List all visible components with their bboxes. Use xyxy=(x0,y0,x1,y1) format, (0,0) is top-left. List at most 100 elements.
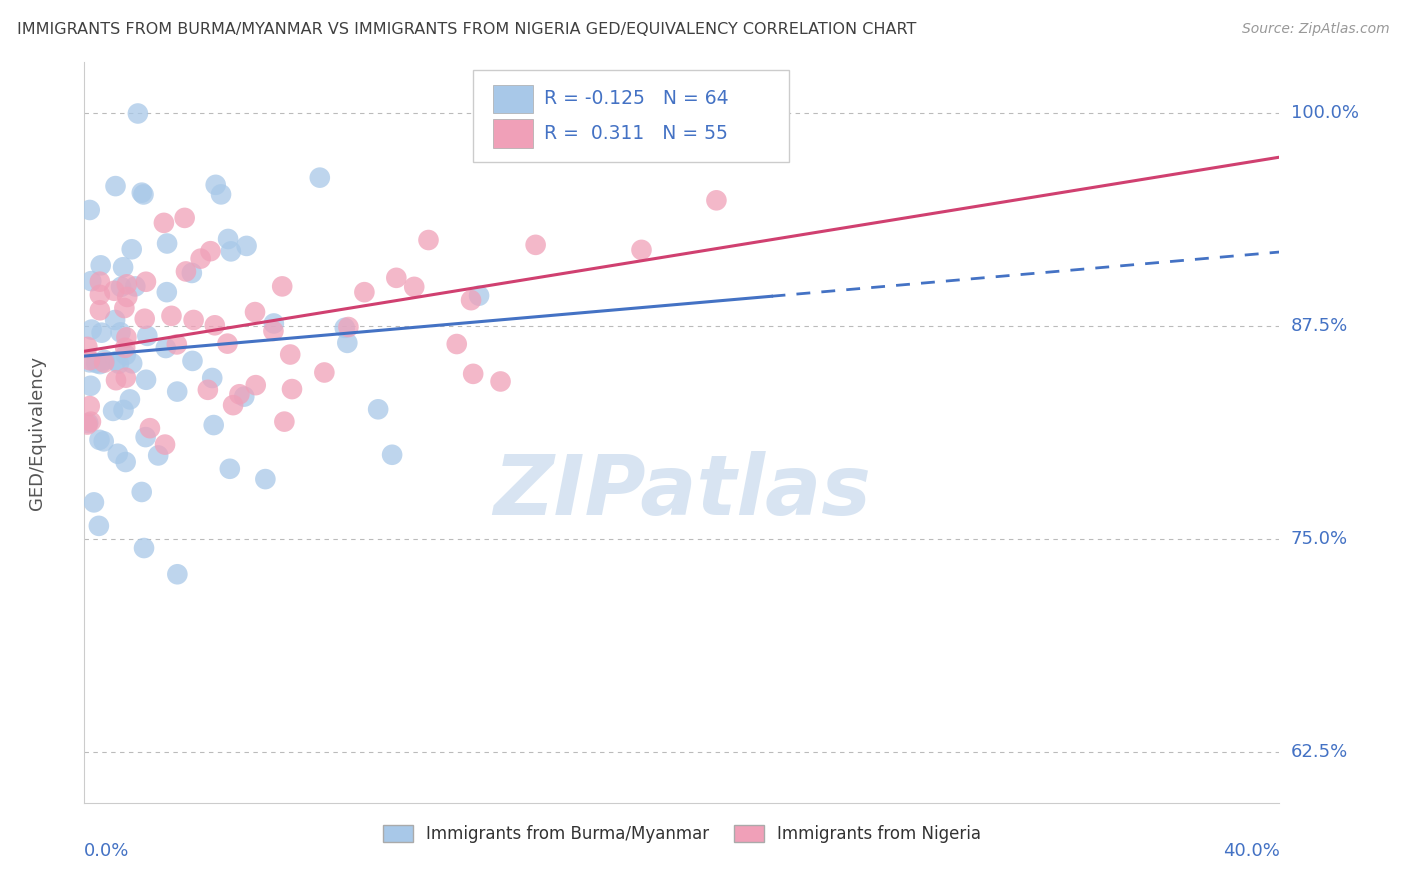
Point xyxy=(104,179,127,194)
Text: 100.0%: 100.0% xyxy=(1291,104,1358,122)
Point xyxy=(79,202,101,217)
Point xyxy=(103,284,125,298)
Point xyxy=(333,321,356,335)
Point xyxy=(114,348,136,362)
Point xyxy=(174,264,197,278)
Point xyxy=(79,399,101,413)
Point xyxy=(381,448,404,462)
Text: 87.5%: 87.5% xyxy=(1291,318,1348,335)
Point xyxy=(235,239,257,253)
Point xyxy=(209,187,232,202)
Point xyxy=(79,355,101,369)
Point xyxy=(337,320,360,334)
Text: 40.0%: 40.0% xyxy=(1223,842,1279,860)
Point xyxy=(468,288,491,302)
Point xyxy=(135,275,157,289)
Point xyxy=(153,437,176,451)
Point xyxy=(353,285,375,300)
Point xyxy=(217,336,239,351)
Point xyxy=(115,330,138,344)
Point xyxy=(93,434,115,449)
Point xyxy=(271,279,294,293)
Point xyxy=(233,390,256,404)
Point xyxy=(228,387,250,401)
Point xyxy=(156,285,179,300)
Point xyxy=(79,353,101,368)
Point xyxy=(89,288,111,302)
Point xyxy=(630,243,652,257)
Point xyxy=(80,322,103,336)
Point xyxy=(180,266,202,280)
Point xyxy=(524,237,547,252)
Point xyxy=(89,275,111,289)
Point xyxy=(446,337,468,351)
Point xyxy=(114,455,136,469)
Point xyxy=(79,378,101,392)
Point xyxy=(76,340,98,354)
Point xyxy=(489,375,512,389)
Point xyxy=(197,383,219,397)
Point xyxy=(76,417,98,432)
Point xyxy=(132,187,155,202)
Point xyxy=(89,433,111,447)
Point xyxy=(166,384,188,399)
Point xyxy=(89,303,111,318)
Point xyxy=(107,447,129,461)
Point xyxy=(190,252,212,266)
Point xyxy=(108,357,131,371)
Point xyxy=(218,462,240,476)
Point xyxy=(77,416,100,430)
Point xyxy=(80,415,103,429)
Point xyxy=(166,337,188,351)
Point xyxy=(200,244,222,259)
Point xyxy=(273,415,295,429)
Text: GED/Equivalency: GED/Equivalency xyxy=(28,356,45,509)
Point xyxy=(156,236,179,251)
Point xyxy=(153,216,176,230)
Text: 62.5%: 62.5% xyxy=(1291,743,1348,761)
Point xyxy=(124,279,146,293)
Point xyxy=(90,258,112,272)
FancyBboxPatch shape xyxy=(494,85,533,112)
Point xyxy=(83,495,105,509)
Point xyxy=(104,313,127,327)
Point xyxy=(202,418,225,433)
Point xyxy=(219,244,242,259)
Point xyxy=(118,392,141,407)
Point xyxy=(110,326,132,340)
Point xyxy=(463,367,485,381)
Point xyxy=(204,178,226,192)
Point xyxy=(105,373,128,387)
Text: Source: ZipAtlas.com: Source: ZipAtlas.com xyxy=(1241,22,1389,37)
Text: IMMIGRANTS FROM BURMA/MYANMAR VS IMMIGRANTS FROM NIGERIA GED/EQUIVALENCY CORRELA: IMMIGRANTS FROM BURMA/MYANMAR VS IMMIGRA… xyxy=(17,22,917,37)
Point xyxy=(336,335,359,350)
FancyBboxPatch shape xyxy=(494,120,533,147)
Point xyxy=(222,398,245,412)
Point xyxy=(87,519,110,533)
Point xyxy=(112,403,135,417)
Point xyxy=(404,280,426,294)
Point xyxy=(706,194,728,208)
Point xyxy=(160,309,183,323)
Point xyxy=(166,567,188,582)
Point xyxy=(110,280,132,294)
Point xyxy=(204,318,226,333)
Point xyxy=(148,449,170,463)
Point xyxy=(121,356,143,370)
Point xyxy=(367,402,389,417)
Text: 75.0%: 75.0% xyxy=(1291,530,1348,548)
Legend: Immigrants from Burma/Myanmar, Immigrants from Nigeria: Immigrants from Burma/Myanmar, Immigrant… xyxy=(375,819,988,850)
Point xyxy=(173,211,195,225)
Point xyxy=(101,404,124,418)
Text: R =  0.311   N = 55: R = 0.311 N = 55 xyxy=(544,124,728,143)
Point xyxy=(136,329,159,343)
Point xyxy=(139,421,162,435)
Point xyxy=(243,305,266,319)
Point xyxy=(263,317,285,331)
Point xyxy=(127,106,149,120)
Point xyxy=(181,354,204,368)
Point xyxy=(278,347,301,361)
Point xyxy=(131,485,153,500)
Point xyxy=(460,293,482,308)
Point xyxy=(114,370,136,384)
